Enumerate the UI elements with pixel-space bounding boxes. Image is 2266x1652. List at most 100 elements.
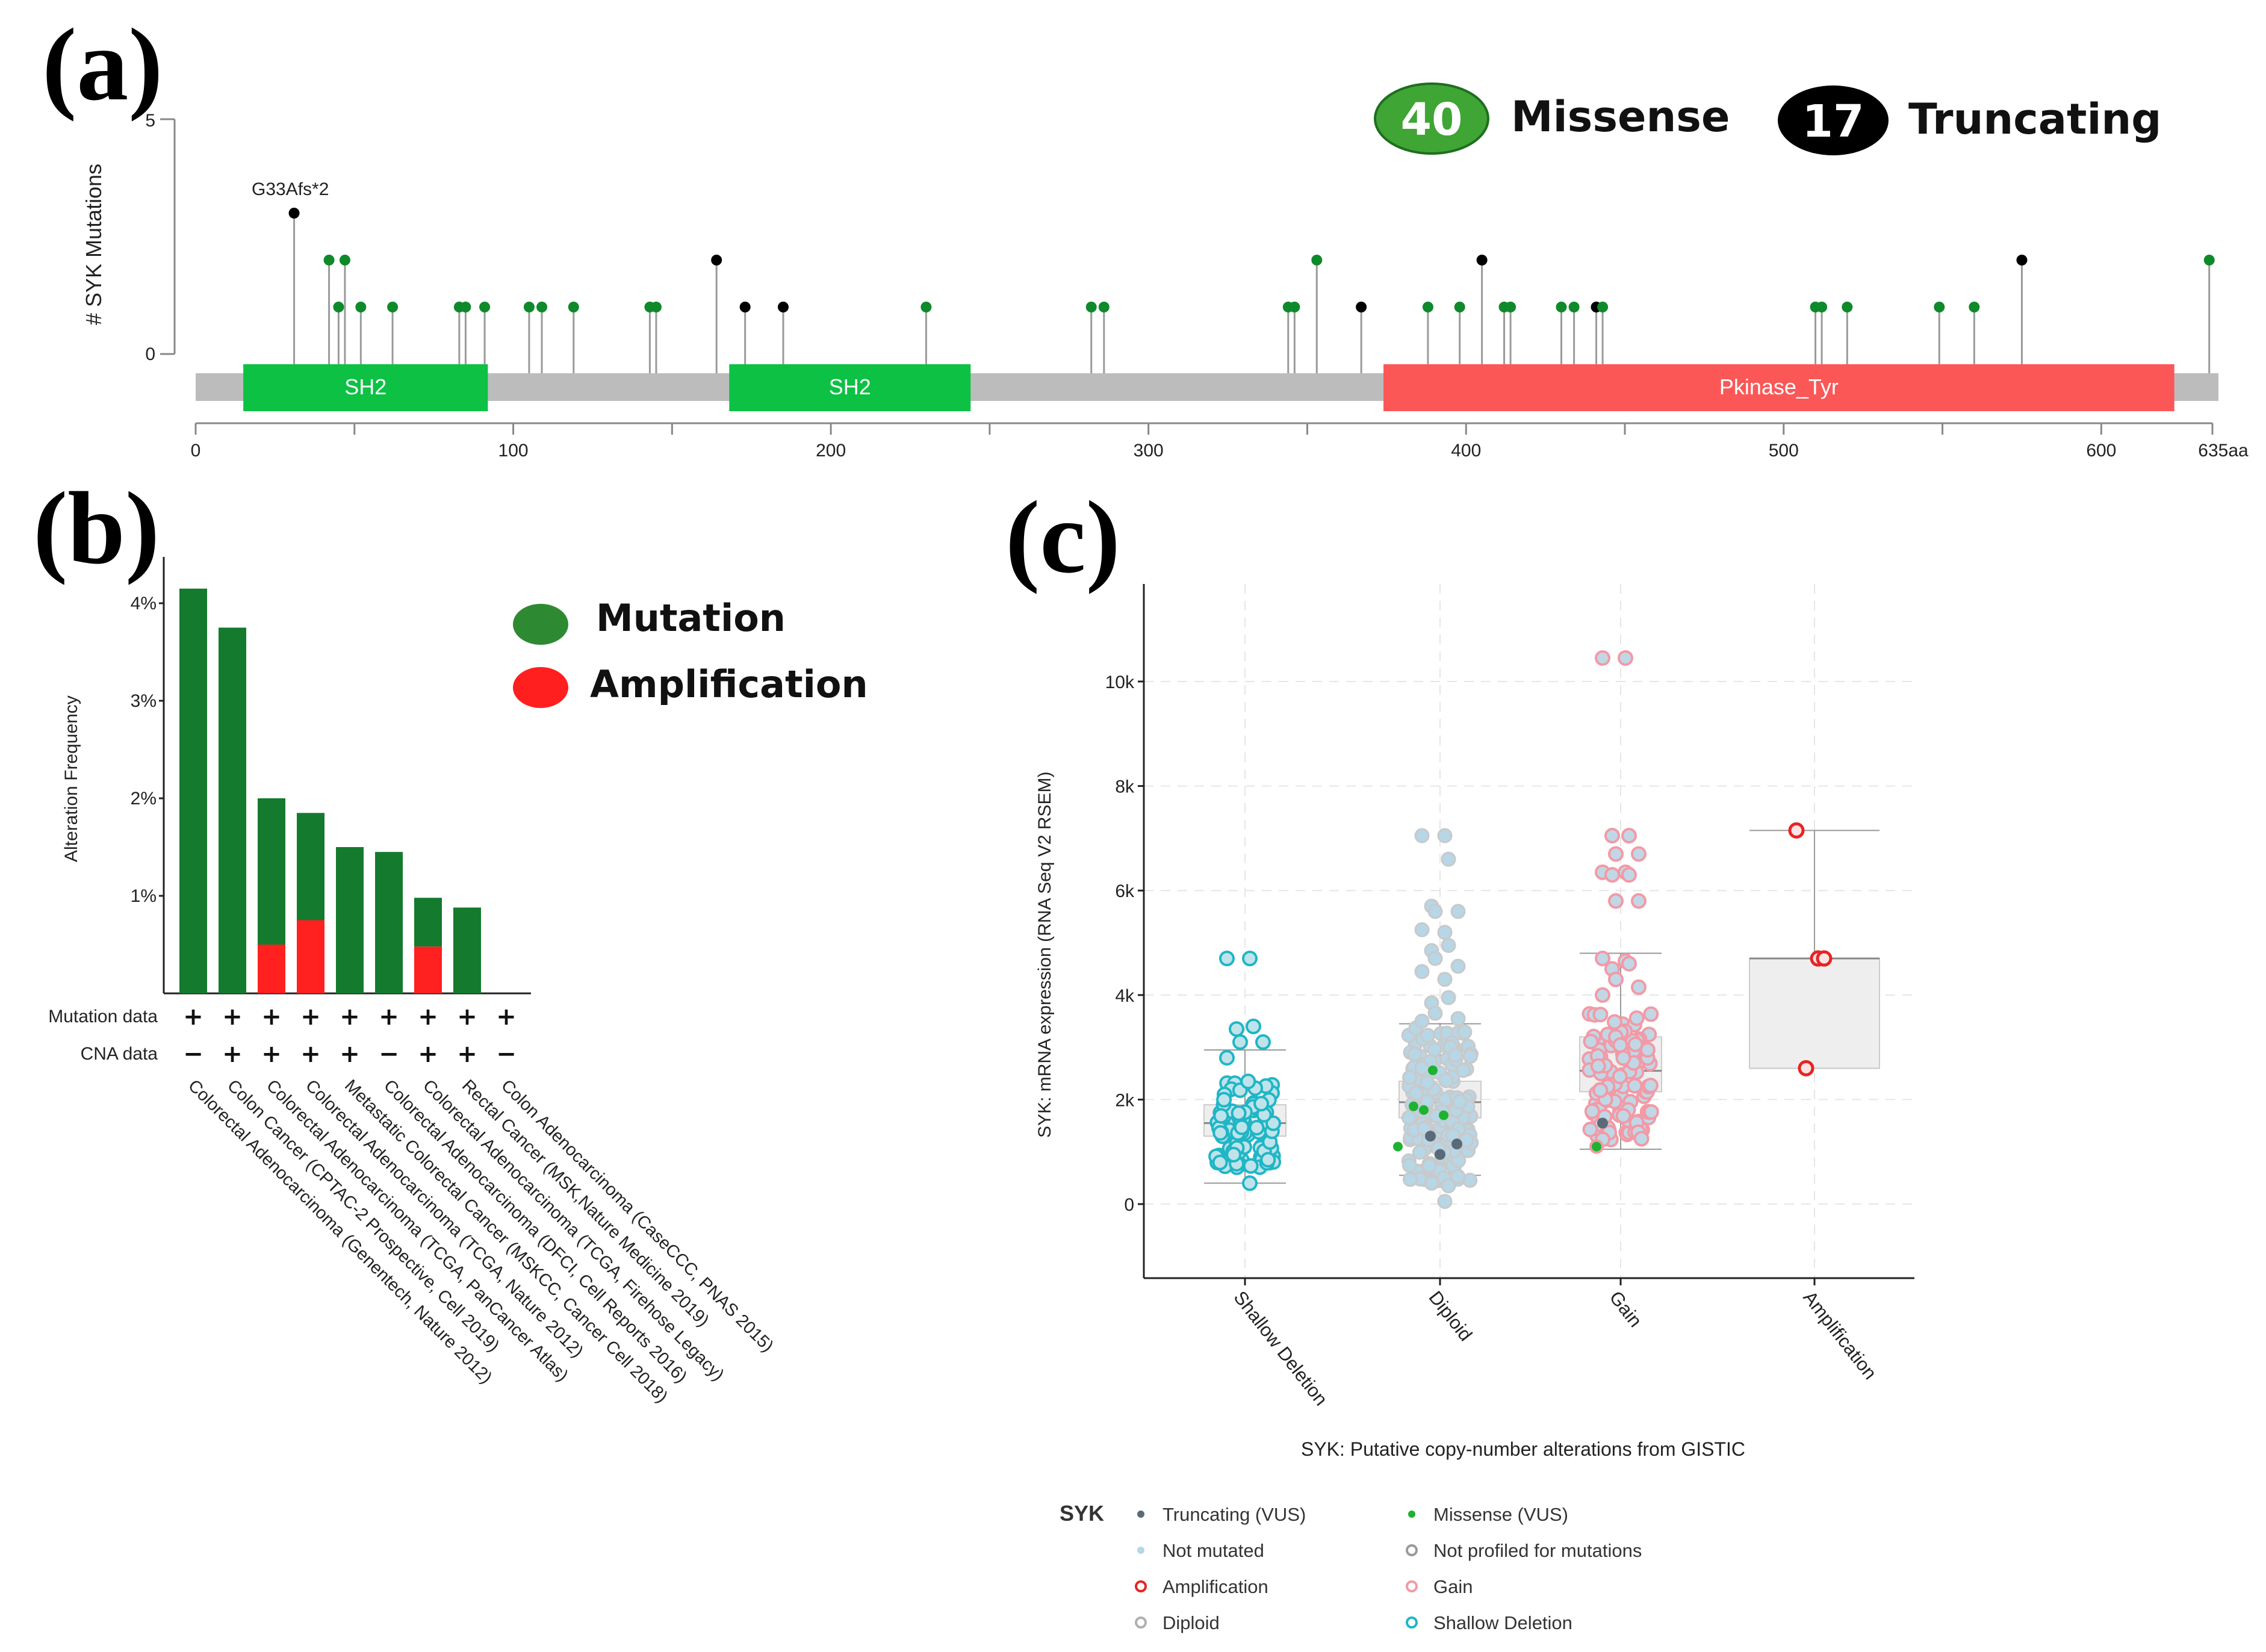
box-x-tick-label: Amplification: [1799, 1287, 1881, 1383]
legend-marker-ring: [1406, 1544, 1418, 1556]
diploid-outlier: [1441, 990, 1456, 1005]
mutation-data-marker: +: [261, 1003, 282, 1031]
mutation-data-marker: +: [379, 1003, 399, 1031]
box-y-tick-label: 6k: [1115, 881, 1135, 901]
missense-mutation-point: [1098, 302, 1110, 312]
gain-point: [1628, 1010, 1645, 1026]
bar-y-ticks: 1% 2% 3% 4%: [131, 594, 164, 906]
gain-outlier: [1621, 867, 1637, 883]
lollipop-y-axis-title: # SYK Mutations: [81, 164, 106, 325]
box-x-tick-label: Gain: [1605, 1287, 1646, 1331]
truncating-mutation-point: [739, 302, 751, 312]
gain-outlier: [1595, 987, 1610, 1003]
missense-mutation-point: [1556, 302, 1567, 312]
legend-marker-dot: [1137, 1511, 1144, 1518]
shallow-deletion-point: [1212, 1125, 1229, 1141]
lollipop-plot: # SYK Mutations 5 0 SH2 SH2 Pkinase_Tyr G3…: [81, 82, 2249, 461]
mutation-data-marker: +: [340, 1003, 360, 1031]
cna-data-marker: +: [457, 1040, 477, 1068]
mutation-bar: [179, 588, 207, 993]
cna-data-marker: +: [261, 1040, 282, 1068]
box-legend-title: SYK: [1060, 1501, 1104, 1526]
gain-point: [1615, 1050, 1631, 1066]
legend-item-label: Not profiled for mutations: [1433, 1540, 1642, 1561]
bar-y-axis-title: Alteration Frequency: [61, 695, 81, 862]
truncating-mutation-point: [288, 208, 300, 219]
diploid-outlier: [1441, 1178, 1456, 1194]
domain-sh2: [729, 364, 971, 411]
missense-sample-point: [1419, 1105, 1429, 1115]
shallow-deletion-point: [1243, 1158, 1259, 1174]
shallow-deletion-point: [1226, 1146, 1242, 1163]
row-label-cna-data: CNA data: [81, 1044, 158, 1064]
truncating-sample-point: [1451, 1138, 1462, 1150]
panel-label-a: (a): [42, 8, 163, 122]
box-y-tick-label: 0: [1124, 1195, 1134, 1215]
lollipop-x-tick-label: 500: [1769, 441, 1799, 461]
gain-point: [1633, 1131, 1650, 1147]
bar-y-tick-label: 2%: [131, 789, 157, 809]
legend-marker-dot: [1137, 1547, 1144, 1554]
domain-label: SH2: [829, 374, 871, 399]
missense-mutation-point: [523, 302, 535, 312]
cna-data-marker: +: [340, 1040, 360, 1068]
gain-outlier: [1604, 867, 1620, 883]
shallow-deletion-point: [1216, 1092, 1232, 1108]
diploid-point: [1421, 1158, 1437, 1173]
mutation-data-marker: +: [496, 1003, 517, 1031]
amplification-point: [1798, 1060, 1814, 1076]
mutation-data-marker: +: [418, 1003, 438, 1031]
gain-point: [1612, 1037, 1628, 1053]
missense-mutation-point: [1085, 302, 1097, 312]
missense-mutation-point: [1568, 302, 1580, 312]
amplification-bar: [297, 920, 324, 993]
legend-item-label: Not mutated: [1162, 1540, 1264, 1561]
diploid-point: [1420, 1028, 1436, 1043]
mutation-bar: [453, 907, 481, 993]
missense-mutation-point: [1311, 255, 1323, 266]
mutation-data-marker: +: [222, 1003, 243, 1031]
amplification-legend-label: Amplification: [590, 662, 868, 706]
truncating-legend-label: Truncating: [1908, 95, 2161, 144]
gain-outlier: [1618, 650, 1633, 666]
truncating-mutation-point: [1476, 255, 1488, 266]
missense-mutation-point: [2203, 255, 2215, 266]
mutation-data-marker: +: [457, 1003, 477, 1031]
diploid-point: [1408, 1085, 1424, 1101]
diploid-outlier: [1441, 937, 1456, 953]
cna-data-marker: −: [496, 1040, 517, 1068]
gain-point: [1583, 1033, 1599, 1049]
protein-domains: SH2 SH2 Pkinase_Tyr: [243, 364, 2174, 411]
missense-gain-point: [1589, 1139, 1604, 1154]
shallow-deletion-point: [1265, 1115, 1282, 1131]
diploid-point: [1402, 1070, 1418, 1085]
missense-mutation-point: [333, 302, 344, 312]
missense-mutation-point: [536, 302, 548, 312]
diploid-outlier: [1441, 851, 1456, 867]
truncating-sample-point: [1597, 1117, 1608, 1129]
shallow-deletion-point: [1260, 1152, 1276, 1168]
panel-label-b: (b): [33, 471, 160, 586]
missense-mutation-point: [387, 302, 399, 312]
legend-item-label: Truncating (VUS): [1162, 1504, 1306, 1525]
mutation-bar: [219, 627, 246, 993]
missense-mutation-point: [339, 255, 350, 266]
box-y-tick-label: 8k: [1115, 777, 1135, 797]
alteration-frequency-chart: Alteration Frequency 1% 2% 3% 4% Mutation d…: [48, 557, 868, 1406]
domain-label: Pkinase_Tyr: [1719, 374, 1839, 399]
truncating-badge: [1778, 85, 1889, 155]
panel-label-c: (c): [1005, 480, 1120, 595]
amplification-bar: [258, 945, 285, 993]
bar-series: [179, 588, 481, 993]
missense-mutation-point: [323, 255, 335, 266]
mutation-bar: [258, 798, 285, 945]
missense-sample-point: [1439, 1110, 1448, 1120]
lollipop-x-tick-label: 200: [816, 441, 846, 461]
shallow-deletion-point: [1253, 1096, 1270, 1112]
box-y-tick-label: 4k: [1115, 986, 1135, 1006]
truncating-count: 17: [1802, 96, 1864, 148]
missense-mutation-point: [1422, 302, 1433, 312]
diploid-point: [1462, 1049, 1478, 1064]
box-x-tick-label: Diploid: [1424, 1287, 1476, 1345]
bar-y-tick-label: 3%: [131, 691, 157, 711]
